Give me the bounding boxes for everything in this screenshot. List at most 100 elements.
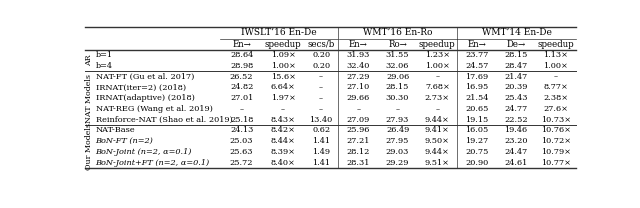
Text: 21.54: 21.54	[465, 94, 489, 102]
Text: 20.39: 20.39	[504, 83, 528, 91]
Text: 10.73×: 10.73×	[541, 116, 571, 124]
Text: 31.93: 31.93	[347, 51, 370, 59]
Text: AR: AR	[85, 54, 93, 66]
Text: 28.64: 28.64	[230, 51, 253, 59]
Text: –: –	[319, 94, 323, 102]
Text: 28.47: 28.47	[504, 62, 528, 70]
Text: 28.15: 28.15	[386, 83, 409, 91]
Text: 16.95: 16.95	[465, 83, 488, 91]
Text: IWSLT’16 En-De: IWSLT’16 En-De	[241, 28, 317, 37]
Text: 9.44×: 9.44×	[425, 116, 450, 124]
Text: 1.13×: 1.13×	[543, 51, 568, 59]
Text: 25.72: 25.72	[230, 159, 253, 167]
Text: 1.97×: 1.97×	[271, 94, 296, 102]
Text: Reinforce-NAT (Shao et al. 2019): Reinforce-NAT (Shao et al. 2019)	[95, 116, 232, 124]
Text: Ro→: Ro→	[388, 40, 407, 49]
Text: Our Models: Our Models	[85, 123, 93, 170]
Text: 25.18: 25.18	[230, 116, 253, 124]
Text: 25.03: 25.03	[230, 137, 253, 145]
Text: 1.00×: 1.00×	[543, 62, 568, 70]
Text: –: –	[554, 73, 558, 80]
Text: 1.00×: 1.00×	[425, 62, 450, 70]
Text: 28.98: 28.98	[230, 62, 253, 70]
Text: 23.77: 23.77	[465, 51, 489, 59]
Text: –: –	[319, 83, 323, 91]
Text: –: –	[396, 105, 399, 113]
Text: 8.44×: 8.44×	[271, 137, 296, 145]
Text: 27.10: 27.10	[347, 83, 370, 91]
Text: 19.15: 19.15	[465, 116, 488, 124]
Text: 29.29: 29.29	[386, 159, 409, 167]
Text: 23.20: 23.20	[504, 137, 528, 145]
Text: 10.72×: 10.72×	[541, 137, 571, 145]
Text: 24.77: 24.77	[504, 105, 528, 113]
Text: speedup: speedup	[265, 40, 301, 49]
Text: –: –	[239, 105, 244, 113]
Text: 7.68×: 7.68×	[425, 83, 450, 91]
Text: 1.41: 1.41	[312, 159, 330, 167]
Text: 25.63: 25.63	[230, 148, 253, 156]
Text: 19.27: 19.27	[465, 137, 488, 145]
Text: 1.49: 1.49	[312, 148, 330, 156]
Text: b=4: b=4	[95, 62, 113, 70]
Text: 27.29: 27.29	[347, 73, 370, 80]
Text: 2.38×: 2.38×	[543, 94, 568, 102]
Text: speedup: speedup	[538, 40, 574, 49]
Text: 27.6×: 27.6×	[543, 105, 568, 113]
Text: 24.57: 24.57	[465, 62, 489, 70]
Text: 2.73×: 2.73×	[425, 94, 450, 102]
Text: 8.77×: 8.77×	[543, 83, 568, 91]
Text: 8.43×: 8.43×	[271, 116, 296, 124]
Text: BoN-Joint+FT (n=2, α=0.1): BoN-Joint+FT (n=2, α=0.1)	[95, 159, 210, 167]
Text: 1.09×: 1.09×	[271, 51, 296, 59]
Text: 0.20: 0.20	[312, 62, 330, 70]
Text: 9.51×: 9.51×	[425, 159, 450, 167]
Text: 28.31: 28.31	[347, 159, 370, 167]
Text: WMT’14 En-De: WMT’14 En-De	[482, 28, 552, 37]
Text: 21.47: 21.47	[504, 73, 528, 80]
Text: 26.49: 26.49	[386, 126, 409, 134]
Text: 24.13: 24.13	[230, 126, 253, 134]
Text: 9.44×: 9.44×	[425, 148, 450, 156]
Text: 1.41: 1.41	[312, 137, 330, 145]
Text: 9.41×: 9.41×	[425, 126, 450, 134]
Text: 8.42×: 8.42×	[271, 126, 296, 134]
Text: 24.82: 24.82	[230, 83, 253, 91]
Text: –: –	[435, 73, 439, 80]
Text: 8.40×: 8.40×	[271, 159, 296, 167]
Text: En→: En→	[468, 40, 486, 49]
Text: 27.09: 27.09	[347, 116, 370, 124]
Text: 28.12: 28.12	[347, 148, 370, 156]
Text: 1.23×: 1.23×	[425, 51, 450, 59]
Text: –: –	[356, 105, 360, 113]
Text: 24.47: 24.47	[504, 148, 528, 156]
Text: 10.79×: 10.79×	[541, 148, 571, 156]
Text: secs/b: secs/b	[307, 40, 335, 49]
Text: De→: De→	[506, 40, 525, 49]
Text: 25.96: 25.96	[347, 126, 370, 134]
Text: 10.77×: 10.77×	[541, 159, 571, 167]
Text: speedup: speedup	[419, 40, 456, 49]
Text: NAT-FT (Gu et al. 2017): NAT-FT (Gu et al. 2017)	[95, 73, 194, 80]
Text: 9.50×: 9.50×	[425, 137, 450, 145]
Text: 15.6×: 15.6×	[271, 73, 296, 80]
Text: 31.55: 31.55	[386, 51, 410, 59]
Text: En→: En→	[232, 40, 251, 49]
Text: 24.61: 24.61	[504, 159, 528, 167]
Text: 27.93: 27.93	[386, 116, 409, 124]
Text: 28.15: 28.15	[504, 51, 528, 59]
Text: –: –	[281, 105, 285, 113]
Text: 13.40: 13.40	[309, 116, 333, 124]
Text: 27.01: 27.01	[230, 94, 253, 102]
Text: WMT’16 En-Ro: WMT’16 En-Ro	[363, 28, 433, 37]
Text: 27.21: 27.21	[347, 137, 370, 145]
Text: 26.52: 26.52	[230, 73, 253, 80]
Text: NAT-REG (Wang et al. 2019): NAT-REG (Wang et al. 2019)	[95, 105, 212, 113]
Text: 19.46: 19.46	[504, 126, 528, 134]
Text: –: –	[435, 105, 439, 113]
Text: 29.03: 29.03	[386, 148, 409, 156]
Text: –: –	[319, 105, 323, 113]
Text: 0.20: 0.20	[312, 51, 330, 59]
Text: 1.00×: 1.00×	[271, 62, 296, 70]
Text: 29.66: 29.66	[347, 94, 370, 102]
